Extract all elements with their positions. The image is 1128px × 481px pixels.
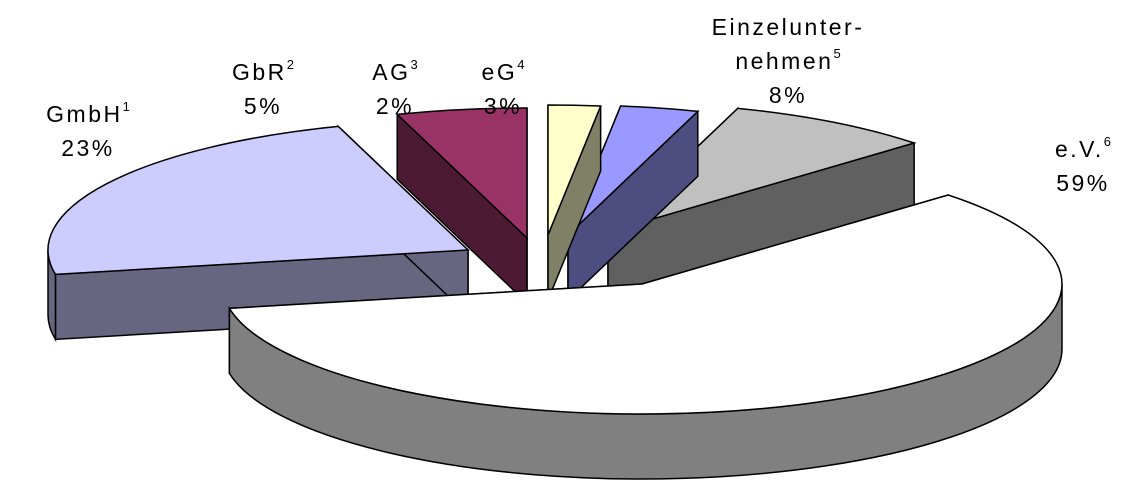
slice-name: e.V.6: [1055, 134, 1111, 162]
footnote-marker: 1: [123, 99, 130, 114]
slice-label: AG3 2%: [372, 57, 417, 119]
slice-labels: Einzelunter-nehmen58%e.V.659%GmbH123%GbR…: [46, 14, 1111, 196]
pie-slice: [547, 104, 602, 301]
slice-top: [547, 104, 602, 236]
slice-value: 23%: [61, 135, 115, 161]
slice-label: e.V.6 59%: [1055, 134, 1111, 196]
slice-label: GbR2 5%: [232, 57, 294, 119]
footnote-marker: 5: [833, 46, 840, 61]
slice-label: GmbH1 23%: [46, 99, 130, 161]
slice-name: eG4: [482, 57, 525, 85]
pie-slice: [607, 106, 917, 299]
slice-top: [567, 105, 700, 236]
pie-slices: [47, 104, 1063, 480]
slice-value: 8%: [769, 82, 807, 108]
pie-slice: [567, 105, 700, 302]
footnote-marker: 2: [287, 57, 294, 72]
slice-top: [228, 194, 1063, 415]
slice-name: AG3: [372, 57, 417, 85]
footnote-marker: 6: [1104, 134, 1111, 149]
slice-value: 3%: [484, 93, 522, 119]
slice-name: Einzelunter-: [712, 14, 865, 40]
footnote-marker: 4: [517, 57, 524, 72]
footnote-marker: 3: [411, 57, 418, 72]
slice-value: 2%: [376, 93, 414, 119]
slice-value: 5%: [244, 93, 282, 119]
pie-slice: [395, 107, 528, 305]
slice-name: nehmen5: [735, 46, 840, 74]
slice-top: [607, 107, 917, 233]
slice-name: GmbH1: [46, 99, 130, 127]
slice-top: [47, 125, 470, 276]
pie-slice: [228, 194, 1063, 480]
slice-label: eG4 3%: [482, 57, 525, 119]
slice-top: [395, 107, 528, 240]
slice-label: Einzelunter-nehmen5 8%: [712, 14, 865, 108]
slice-name: GbR2: [232, 57, 294, 85]
slice-value: 59%: [1056, 170, 1110, 196]
